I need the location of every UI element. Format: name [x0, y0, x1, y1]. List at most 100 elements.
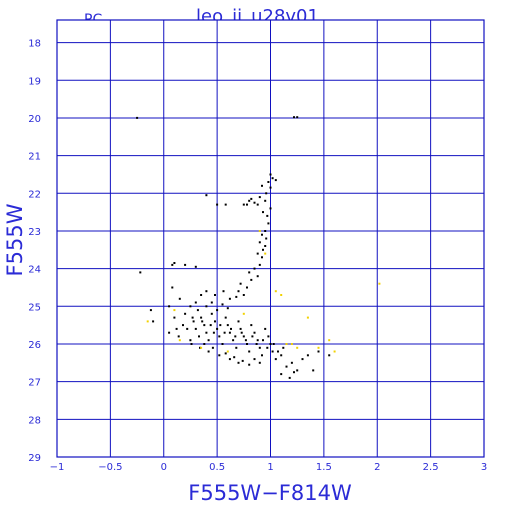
star-point: [269, 173, 272, 176]
star-point: [265, 192, 268, 195]
star-point: [265, 237, 268, 240]
star-point: [207, 350, 210, 353]
star-point: [274, 179, 277, 182]
star-point: [328, 354, 331, 357]
star-point: [256, 203, 259, 206]
star-point: [221, 343, 224, 345]
star-point: [233, 356, 236, 359]
star-point: [205, 290, 208, 293]
star-point: [223, 331, 226, 334]
star-point: [271, 350, 274, 353]
y-tick-label: 27: [28, 378, 41, 389]
star-point: [256, 252, 259, 255]
secondary-star-point: [226, 350, 229, 353]
star-point: [253, 331, 256, 334]
star-point: [182, 324, 184, 327]
star-point: [248, 363, 251, 366]
star-point: [250, 278, 253, 281]
secondary-star-point: [146, 320, 149, 323]
x-tick-label: 2: [374, 462, 380, 473]
x-tick-label: 3: [481, 462, 487, 473]
vertical-gridlines: [56, 20, 485, 457]
star-point: [224, 316, 227, 319]
y-tick-label: 26: [28, 340, 41, 351]
star-point: [293, 116, 295, 119]
star-point: [251, 335, 254, 338]
star-point: [285, 365, 288, 368]
star-point: [317, 350, 320, 353]
star-point: [149, 309, 152, 312]
plot-frame: [56, 19, 485, 458]
secondary-star-point: [258, 230, 261, 232]
star-point: [262, 248, 264, 251]
star-point: [189, 305, 192, 308]
star-point: [210, 301, 213, 304]
star-point: [194, 265, 197, 268]
star-point: [235, 346, 238, 349]
y-tick-label: 28: [28, 415, 41, 426]
star-point: [178, 297, 181, 300]
y-axis-label: F555W: [3, 203, 27, 276]
star-point: [198, 335, 200, 338]
star-point: [248, 350, 251, 353]
star-point: [262, 211, 264, 214]
star-point: [242, 335, 245, 338]
star-point: [228, 297, 231, 300]
star-point: [312, 369, 315, 372]
star-point: [235, 295, 238, 298]
y-tick-label: 21: [28, 152, 41, 163]
star-point: [175, 327, 178, 330]
star-point: [168, 331, 171, 334]
star-point: [212, 331, 215, 334]
star-point: [152, 320, 155, 323]
secondary-star-point: [280, 294, 283, 296]
star-point: [246, 286, 248, 289]
star-point: [250, 197, 253, 200]
star-point: [184, 263, 187, 266]
star-point: [203, 343, 206, 345]
star-point: [190, 343, 193, 345]
star-point: [171, 263, 174, 266]
x-tick-label: 0.5: [209, 462, 225, 473]
star-point: [244, 339, 247, 342]
star-point: [226, 324, 229, 327]
star-point: [205, 305, 208, 308]
star-point: [196, 309, 199, 312]
star-point: [253, 201, 256, 204]
star-point: [258, 241, 261, 244]
star-point: [253, 267, 256, 270]
star-point: [237, 290, 240, 293]
star-point: [239, 282, 242, 285]
star-point: [173, 316, 176, 319]
star-point: [262, 339, 264, 342]
star-point: [288, 376, 291, 379]
star-point: [177, 335, 180, 338]
star-point: [267, 335, 270, 338]
x-tick-label: 2.5: [423, 462, 439, 473]
star-point: [209, 324, 212, 327]
star-point: [264, 245, 267, 247]
secondary-star-point: [333, 350, 336, 353]
secondary-star-point: [290, 343, 293, 345]
star-point: [230, 327, 232, 330]
y-tick-label: 18: [28, 39, 41, 50]
y-tick-label: 25: [28, 302, 41, 313]
star-point: [205, 331, 208, 334]
star-point: [261, 256, 263, 259]
star-point: [237, 361, 240, 364]
secondary-star-points: [146, 230, 381, 353]
secondary-star-point: [317, 346, 320, 349]
star-point: [192, 320, 195, 323]
x-axis-label: F555W−F814W: [188, 481, 352, 505]
secondary-star-point: [285, 343, 288, 345]
star-point: [240, 331, 243, 334]
star-point: [200, 316, 203, 319]
star-point: [237, 320, 240, 323]
y-tick-label: 22: [28, 189, 41, 200]
star-point: [200, 294, 203, 296]
star-point: [194, 327, 197, 330]
secondary-star-point: [242, 312, 245, 315]
star-point: [232, 339, 235, 342]
star-point: [261, 354, 263, 357]
